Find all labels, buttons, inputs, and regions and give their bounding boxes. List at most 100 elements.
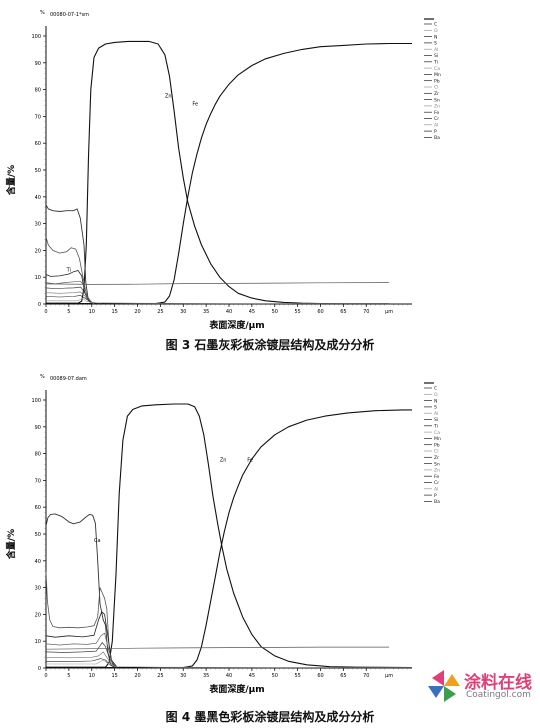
chart-2-y-tick-label: 100 xyxy=(31,398,41,404)
chart-1-x-tick-label: 5 xyxy=(67,309,70,315)
chart-2-legend-item: Mn xyxy=(434,436,441,442)
chart-2-legend-item: Ti xyxy=(433,424,438,430)
chart-1-legend-item: O xyxy=(434,28,438,34)
chart-2-series-label-ca: Ca xyxy=(94,538,101,544)
chart-2-legend-item: Fe xyxy=(434,474,439,480)
chart-2-legend-item: Zr xyxy=(434,455,439,461)
chart-2-series-line-profile-7 xyxy=(45,651,118,668)
chart-2-y-tick-label: 0 xyxy=(38,666,41,672)
chart-2-series-line-profile-10 xyxy=(46,659,412,668)
chart-1-y-axis-label: 含量/% xyxy=(5,165,17,196)
chart-2-legend-item: Ca xyxy=(434,430,440,436)
chart-1-y-tick-label: 80 xyxy=(35,88,41,94)
chart-1-y-tick-label: 30 xyxy=(35,222,41,228)
chart-1-x-tick-label: 45 xyxy=(249,309,255,315)
chart-1-y-tick-label: 60 xyxy=(35,141,41,147)
chart-1-x-tick-label: 35 xyxy=(203,309,209,315)
pinwheel-icon xyxy=(428,670,460,702)
chart-1-x-tick-label: 50 xyxy=(272,309,278,315)
chart-2-x-tick-label: 60 xyxy=(317,673,323,679)
watermark-logo: 涂料在线 Coatingol.com xyxy=(424,666,534,710)
chart-2-series-label-zn: Zn xyxy=(220,458,227,464)
chart-1-y-tick-label: 40 xyxy=(35,195,41,201)
chart-1-y-tick-label: 10 xyxy=(35,275,41,281)
chart-1-legend-item: Mn xyxy=(434,72,441,78)
chart-1-y-tick-label: 20 xyxy=(35,248,41,254)
chart-2-x-tick-label: 0 xyxy=(44,673,47,679)
chart-1-legend-item: Al xyxy=(434,123,438,129)
chart-1-y-tick-label: 90 xyxy=(35,61,41,67)
chart-2-legend-item: Ba xyxy=(434,499,440,505)
chart-2-x-tick-label: 20 xyxy=(134,673,140,679)
chart-1-y-tick-label: 100 xyxy=(31,34,41,40)
chart-1-caption: 图 3 石墨灰彩板涂镀层结构及成分分析 xyxy=(165,338,375,352)
chart-2-legend-item: Si xyxy=(434,417,438,423)
chart-2-x-tick-label: 50 xyxy=(272,673,278,679)
chart-2-y-tick-label: 10 xyxy=(35,639,41,645)
chart-1-legend-item: Zr xyxy=(434,91,439,97)
chart-2-legend-item: Pb xyxy=(434,442,440,448)
chart-1-series-line-profile-10 xyxy=(46,297,390,304)
chart-2-x-tick-label: 45 xyxy=(249,673,255,679)
chart-2-caption: 图 4 墨黑色彩板涂镀层结构及成分分析 xyxy=(165,710,375,724)
chart-2-x-tick-label: 70 xyxy=(363,673,369,679)
chart-2-y-tick-label: 90 xyxy=(35,425,41,431)
chart-2-legend-item: Cl xyxy=(434,449,438,455)
chart-1-series-label-ti: Ti xyxy=(66,267,71,273)
chart-1-series-line-profile-9 xyxy=(45,282,390,285)
chart-2-legend-item: O xyxy=(434,392,438,398)
chart-2-y-tick-label: 80 xyxy=(35,452,41,458)
chart-1-x-tick-label: 40 xyxy=(226,309,232,315)
chart-1-x-tick-label: 10 xyxy=(89,309,95,315)
chart-2-legend-item: S xyxy=(434,405,437,411)
chart-2-series-line-profile-5 xyxy=(45,632,118,668)
chart-2-x-tick-label: 5 xyxy=(67,673,70,679)
chart-2-legend-item: Al xyxy=(434,487,438,493)
chart-2-y-tick-label: 40 xyxy=(35,559,41,565)
watermark-text-cn: 涂料在线 xyxy=(464,673,532,693)
chart-1-legend-item: Cl xyxy=(434,85,438,91)
chart-1-x-axis-label: 表面深度/μm xyxy=(208,319,264,330)
chart-1-legend-item: C xyxy=(434,22,437,28)
chart-2-x-tick-label: 10 xyxy=(89,673,95,679)
chart-2-series-line-profile-6 xyxy=(45,642,115,667)
chart-1-series-label-fe: Fe xyxy=(192,102,198,108)
chart-1-legend-item: Al xyxy=(434,47,438,53)
chart-2-x-tick-label: 15 xyxy=(111,673,117,679)
chart-1-series-line-profile-6 xyxy=(45,286,95,304)
chart-1-legend-item: Ti xyxy=(433,60,438,66)
chart-1-legend-item: Pb xyxy=(434,78,440,84)
chart-2-y-tick-label: 60 xyxy=(35,505,41,511)
chart-2-y-tick-label: 50 xyxy=(35,532,41,538)
chart-2-series-line-profile-3 xyxy=(45,571,118,668)
chart-1-x-tick-label: 25 xyxy=(157,309,163,315)
chart-1-y-tick-label: 50 xyxy=(35,168,41,174)
chart-2: 00089-07.dam% 0 10 20 30 40 50 60 70 80 90 100 0 5 10 1… xyxy=(5,374,441,694)
chart-2-legend-item: P xyxy=(434,493,437,499)
chart-1-x-unit: μm xyxy=(385,309,393,315)
chart-2-legend-item: Cr xyxy=(434,480,439,486)
chart-2-series-line-profile-8 xyxy=(45,658,118,668)
chart-2-series-line-profile-9 xyxy=(45,646,390,650)
chart-1-legend-item: Fe xyxy=(434,110,439,116)
chart-1: 00080-07-1*sm% 0 10 20 30 40 50 60 70 80 90 100 0 5 10… xyxy=(5,10,441,330)
chart-1-y-tick-label: 70 xyxy=(35,114,41,120)
chart-2-legend-item: Zn xyxy=(434,468,440,474)
chart-2-x-tick-label: 30 xyxy=(180,673,186,679)
chart-1-file-id: 00080-07-1*sm xyxy=(50,12,89,18)
chart-2-series-label-fe: Fe xyxy=(247,458,253,464)
chart-1-legend-item: P xyxy=(434,129,437,135)
chart-2-y-tick-label: 70 xyxy=(35,478,41,484)
chart-1-series-line-fe xyxy=(46,42,412,305)
chart-2-unit-label: % xyxy=(40,374,45,380)
chart-1-legend-item: Zn xyxy=(434,104,440,110)
chart-1-x-tick-label: 0 xyxy=(44,309,47,315)
chart-2-x-tick-label: 40 xyxy=(226,673,232,679)
chart-2-x-tick-label: 35 xyxy=(203,673,209,679)
chart-1-series-label-zn: Zn xyxy=(165,94,172,100)
chart-2-series-line-profile-4 xyxy=(45,611,118,668)
chart-2-legend-item: Sn xyxy=(434,461,440,467)
chart-1-legend-item: Ba xyxy=(434,135,440,141)
chart-1-legend-item: Cr xyxy=(434,116,439,122)
chart-panel-2: 00089-07.dam% 0 10 20 30 40 50 60 70 80 90 100 0 5 10 1… xyxy=(0,364,540,728)
